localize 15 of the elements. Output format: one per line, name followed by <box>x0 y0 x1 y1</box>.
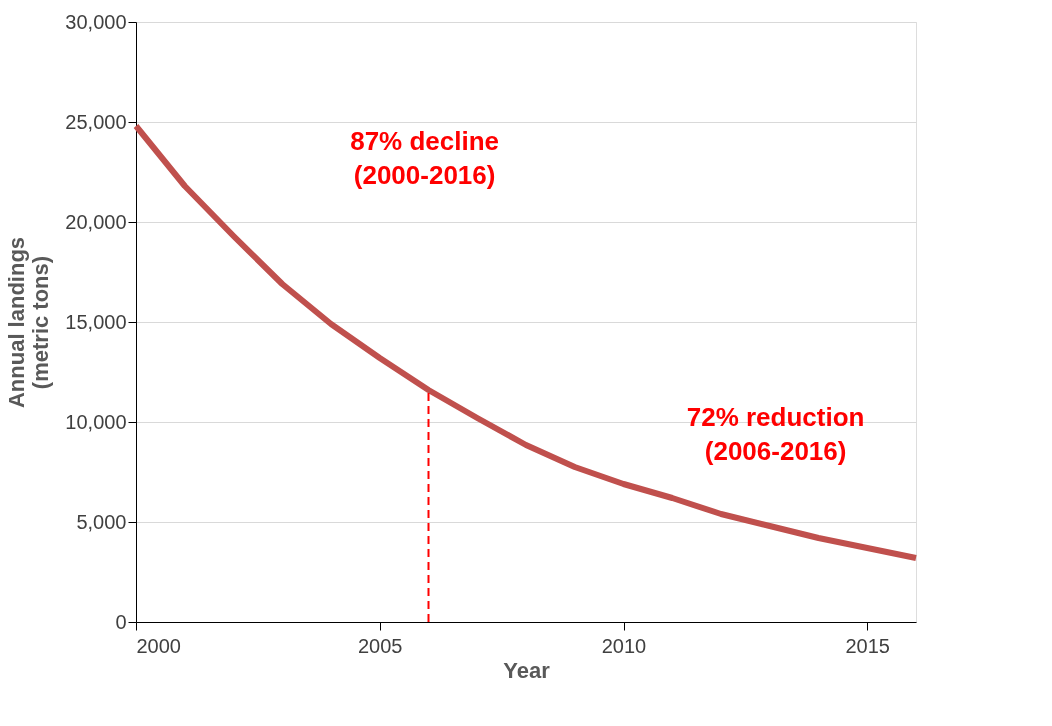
x-axis-title: Year <box>503 657 551 683</box>
y-axis-title: Annual landings (metric tons) <box>4 236 54 409</box>
annotation: 72% reduction (2006-2016) <box>686 402 865 466</box>
y-tick-label: 0 <box>115 610 127 633</box>
y-tick-label: 15,000 <box>65 310 127 333</box>
y-tick-label: 10,000 <box>65 410 127 433</box>
x-tick-label: 2005 <box>358 634 403 657</box>
y-tick-label: 25,000 <box>65 110 127 133</box>
y-tick-label: 20,000 <box>65 210 127 233</box>
x-tick-label: 2000 <box>136 634 181 657</box>
y-tick-label: 30,000 <box>65 10 127 33</box>
annotation: 87% decline (2000-2016) <box>350 126 500 190</box>
x-tick-label: 2015 <box>845 634 890 657</box>
x-tick-label: 2010 <box>601 634 647 657</box>
y-tick-label: 5,000 <box>76 510 127 533</box>
